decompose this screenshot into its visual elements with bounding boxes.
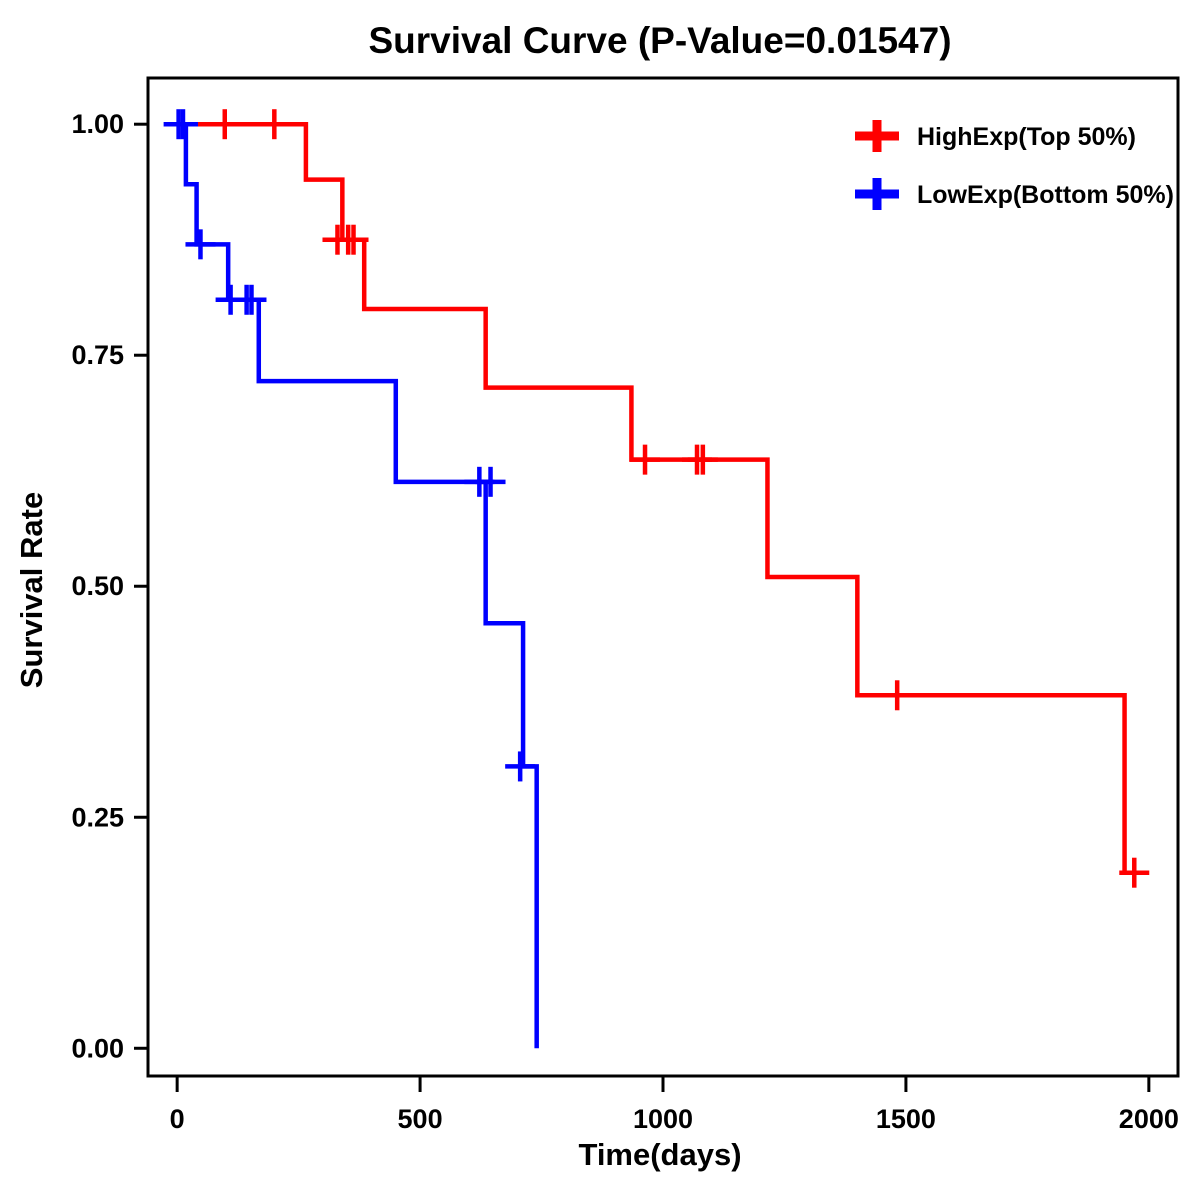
censor-tick-marker: [259, 109, 290, 140]
y-tick-label: 0.75: [71, 340, 124, 370]
x-tick-label: 1500: [876, 1104, 936, 1134]
y-tick-label: 1.00: [71, 109, 124, 139]
censor-tick-marker: [236, 284, 267, 315]
chart-title: Survival Curve (P-Value=0.01547): [368, 20, 951, 61]
y-tick-label: 0.00: [71, 1033, 124, 1063]
plus-marker-icon: [855, 120, 899, 152]
censor-tick-marker: [882, 680, 913, 711]
x-axis-title: Time(days): [578, 1137, 741, 1172]
censor-tick-marker: [475, 466, 506, 497]
censor-tick-marker: [687, 444, 718, 475]
censor-tick-marker: [185, 229, 216, 260]
legend-label: LowExp(Bottom 50%): [917, 181, 1174, 209]
censor-tick-marker: [505, 751, 536, 782]
x-tick-label: 1000: [633, 1104, 693, 1134]
plus-marker-icon: [855, 178, 899, 210]
survival-curves: [163, 109, 1150, 1049]
y-tick-label: 0.25: [71, 802, 124, 832]
x-axis-ticks: 0 500 1000 1500 2000: [170, 1076, 1179, 1134]
y-axis-title: Survival Rate: [14, 492, 49, 688]
censor-tick-marker: [209, 109, 240, 140]
legend-label: HighExp(Top 50%): [917, 123, 1136, 151]
survival-step-line: [177, 121, 1142, 875]
x-tick-label: 500: [398, 1104, 443, 1134]
legend-item[interactable]: LowExp(Bottom 50%): [855, 178, 1174, 210]
survival-step-line: [177, 121, 539, 1049]
chart-legend: HighExp(Top 50%) LowExp(Bottom 50%): [855, 120, 1174, 210]
censor-tick-marker: [338, 224, 369, 255]
censor-tick-marker: [1119, 857, 1150, 888]
censor-tick-marker: [630, 444, 661, 475]
x-tick-label: 2000: [1119, 1104, 1179, 1134]
x-tick-label: 0: [170, 1104, 185, 1134]
censor-tick-marker: [167, 109, 198, 140]
y-axis-ticks: 0.00 0.25 0.50 0.75 1.00: [71, 109, 148, 1063]
legend-item[interactable]: HighExp(Top 50%): [855, 120, 1136, 152]
y-tick-label: 0.50: [71, 571, 124, 601]
plot-frame: [146, 76, 1180, 1078]
